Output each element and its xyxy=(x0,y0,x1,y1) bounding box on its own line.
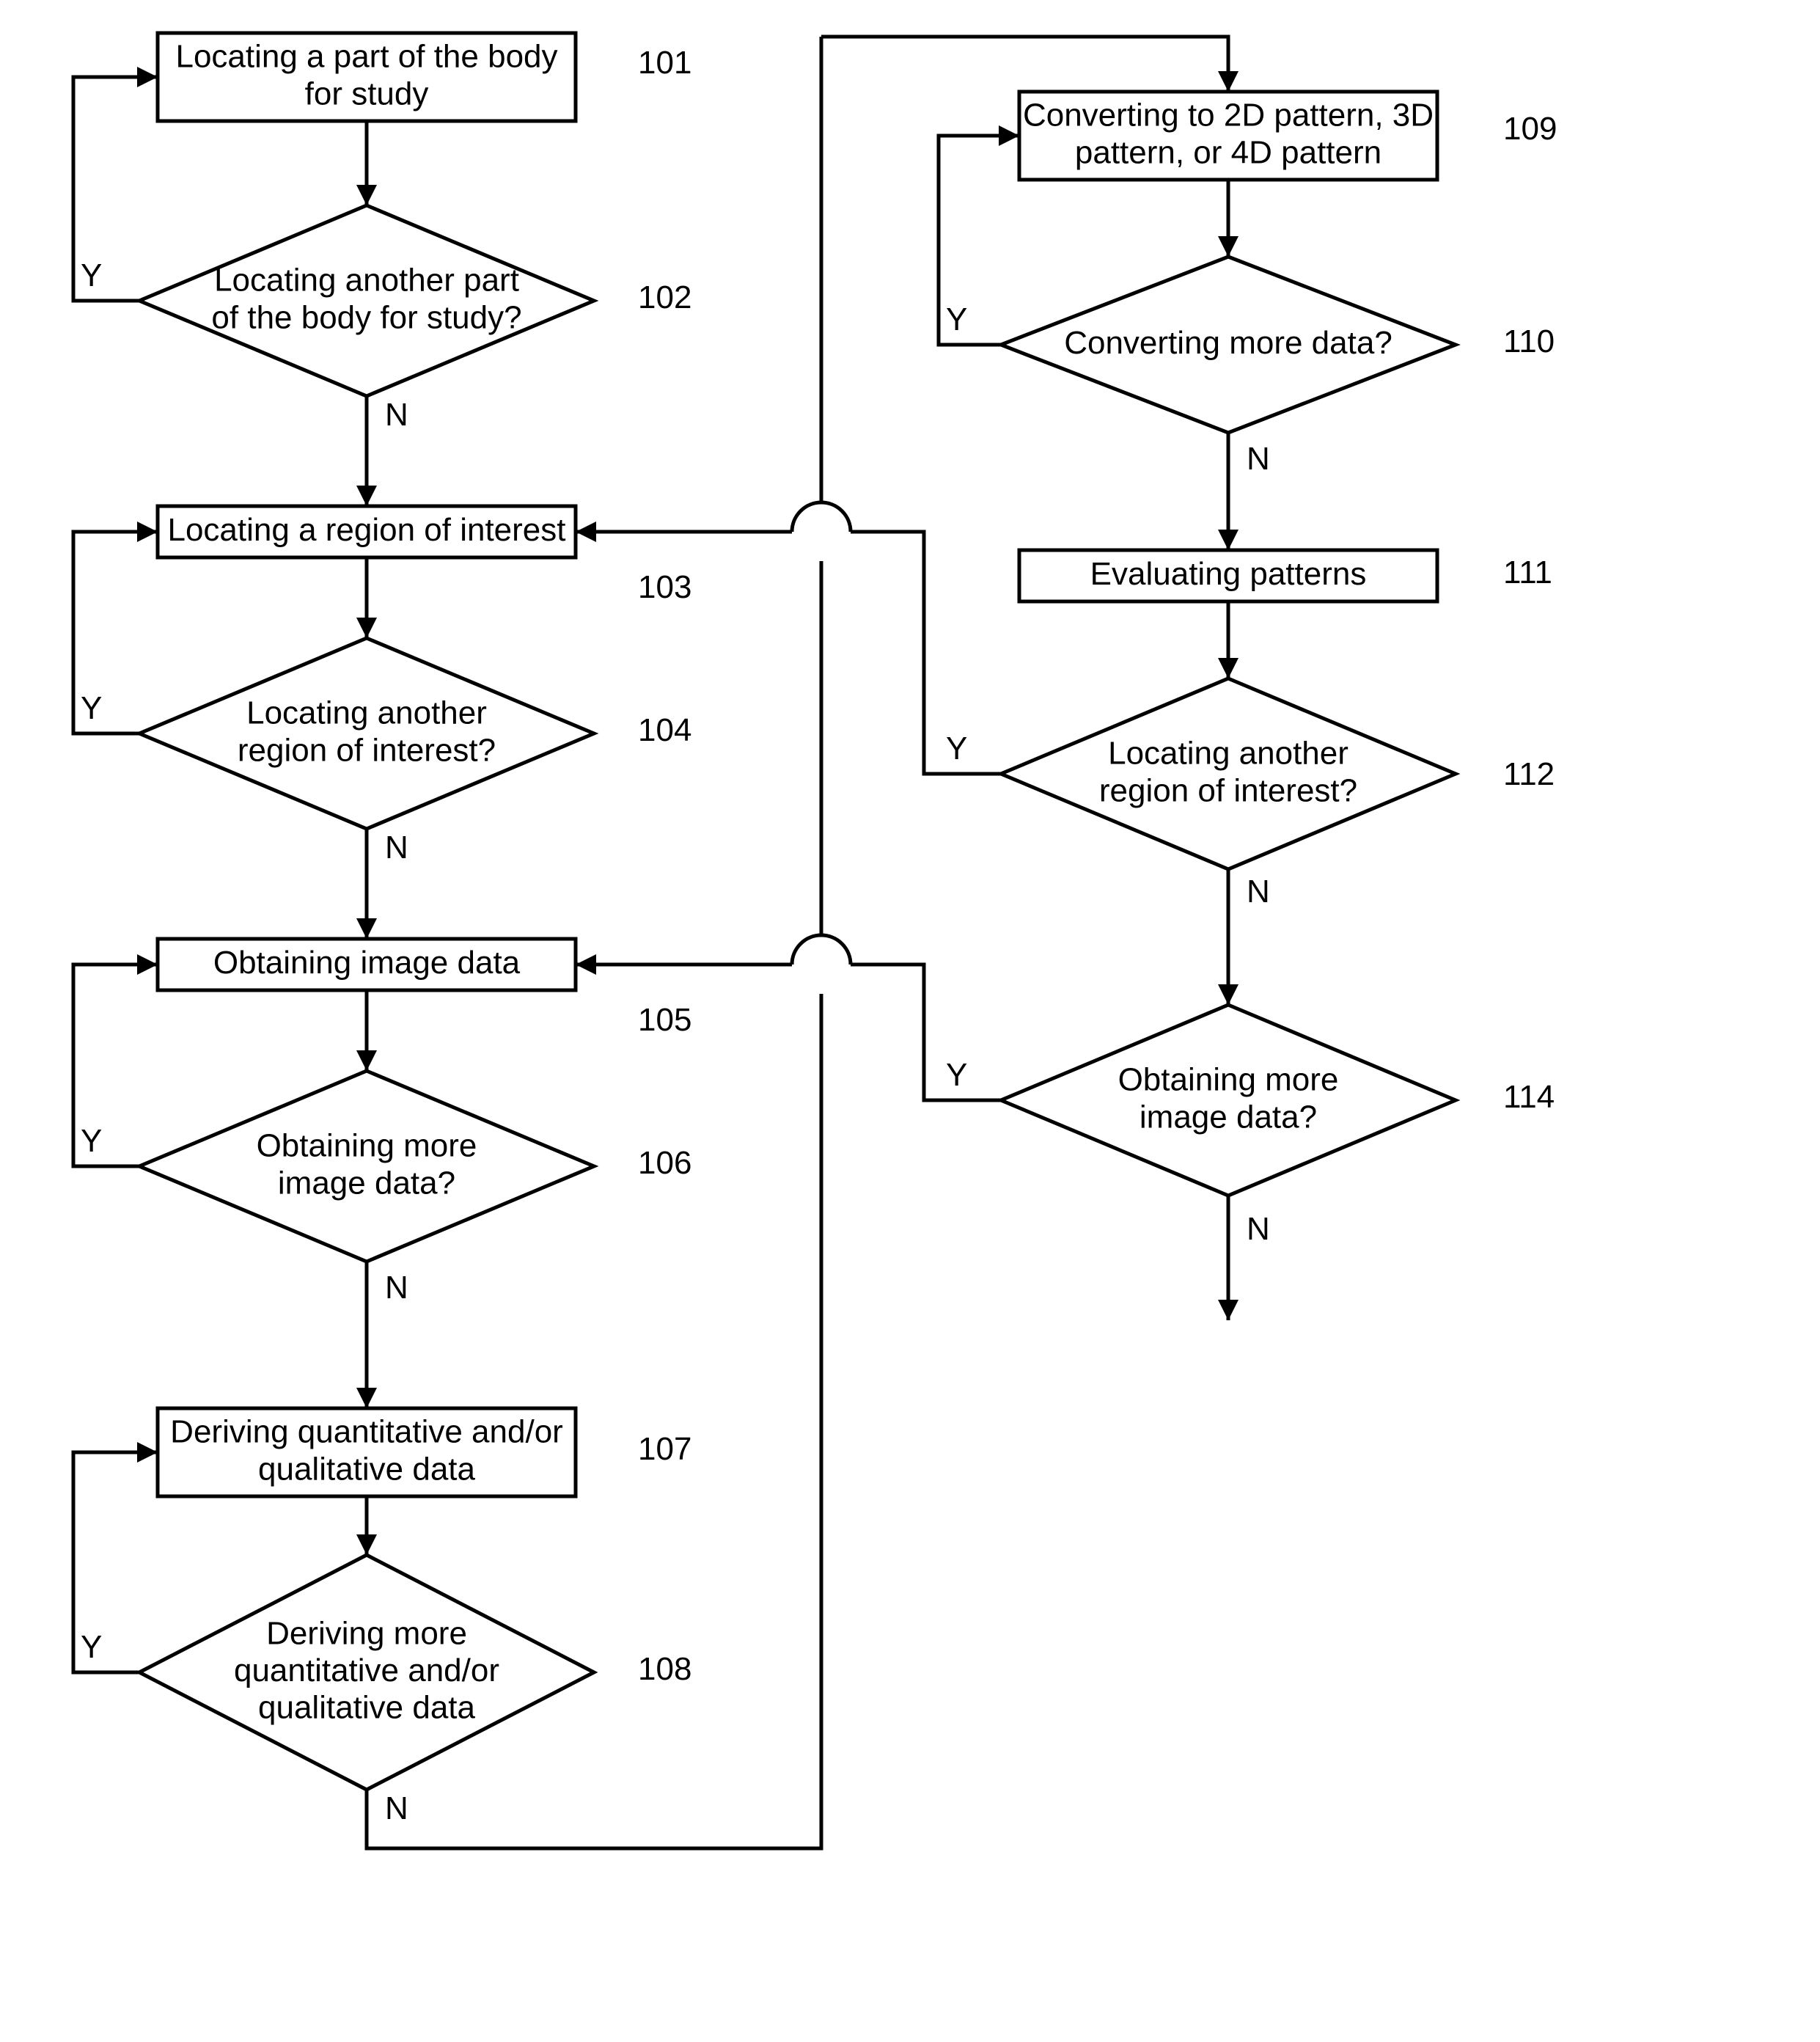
process-text-103: Locating a region of interest xyxy=(167,512,565,548)
flowchart-canvas: YNYNYNYNYNYNYNLocating a part of the bod… xyxy=(0,0,1820,2042)
arrowhead xyxy=(1218,530,1239,550)
edge-label: Y xyxy=(81,690,102,726)
edge-label: N xyxy=(385,1790,408,1826)
arrowhead xyxy=(356,185,377,205)
process-text-105: Obtaining image data xyxy=(213,945,521,981)
decision-text-104: Locating anotherregion of interest? xyxy=(238,695,496,768)
arrowhead xyxy=(137,1442,158,1463)
jump-mask xyxy=(816,501,827,563)
arrowhead xyxy=(576,522,596,542)
edge-label: N xyxy=(385,397,408,433)
ref-label-114: 114 xyxy=(1503,1079,1555,1115)
jump-mask xyxy=(816,934,827,995)
arrowhead xyxy=(137,522,158,542)
ref-label-105: 105 xyxy=(638,1002,691,1038)
ref-label-111: 111 xyxy=(1503,555,1552,590)
arrowhead xyxy=(356,618,377,638)
decision-text-112: Locating anotherregion of interest? xyxy=(1099,735,1357,808)
edge-label: N xyxy=(1247,874,1270,910)
process-text-109: Converting to 2D pattern, 3Dpattern, or … xyxy=(1023,97,1434,170)
edge-label: Y xyxy=(946,301,967,337)
edge-label: Y xyxy=(81,257,102,293)
arrowhead xyxy=(1218,658,1239,678)
edge-e112Y-103-a xyxy=(851,532,1001,774)
ref-label-109: 109 xyxy=(1503,111,1557,147)
arrowhead xyxy=(1218,984,1239,1005)
edge-e114Y-105-a xyxy=(851,965,1001,1100)
edge-label: Y xyxy=(946,731,967,766)
edge-label: N xyxy=(1247,441,1270,477)
arrowhead xyxy=(137,954,158,975)
edge-label: N xyxy=(385,830,408,866)
decision-text-106: Obtaining moreimage data? xyxy=(257,1127,477,1201)
edge-label: N xyxy=(385,1270,408,1306)
ref-label-102: 102 xyxy=(638,279,691,315)
process-text-111: Evaluating patterns xyxy=(1090,556,1367,592)
ref-label-112: 112 xyxy=(1503,756,1555,792)
decision-text-108: Deriving morequantitative and/orqualitat… xyxy=(234,1615,499,1725)
ref-label-107: 107 xyxy=(638,1431,691,1467)
ref-label-101: 101 xyxy=(638,45,691,81)
arrowhead xyxy=(356,1050,377,1071)
arrowhead xyxy=(1218,236,1239,257)
edge-label: Y xyxy=(946,1057,967,1093)
ref-label-108: 108 xyxy=(638,1651,691,1687)
edge-label: N xyxy=(1247,1211,1270,1247)
decision-text-110: Converting more data? xyxy=(1064,325,1392,361)
arrowhead xyxy=(356,918,377,939)
arrowhead xyxy=(999,125,1019,146)
arrowhead xyxy=(356,486,377,506)
arrowhead xyxy=(137,67,158,87)
arrowhead xyxy=(356,1388,377,1408)
arrowhead xyxy=(1218,71,1239,92)
edge-label: Y xyxy=(81,1629,102,1665)
ref-label-106: 106 xyxy=(638,1145,691,1181)
decision-text-102: Locating another partof the body for stu… xyxy=(211,262,521,335)
decision-text-114: Obtaining moreimage data? xyxy=(1118,1061,1339,1135)
ref-label-110: 110 xyxy=(1503,323,1555,359)
edge-label: Y xyxy=(81,1123,102,1159)
ref-label-103: 103 xyxy=(638,569,691,605)
arrowhead xyxy=(356,1534,377,1555)
arrowhead xyxy=(576,954,596,975)
arrowhead xyxy=(1218,1300,1239,1320)
edge-e108N-109-b xyxy=(821,37,1228,92)
ref-label-104: 104 xyxy=(638,712,691,748)
